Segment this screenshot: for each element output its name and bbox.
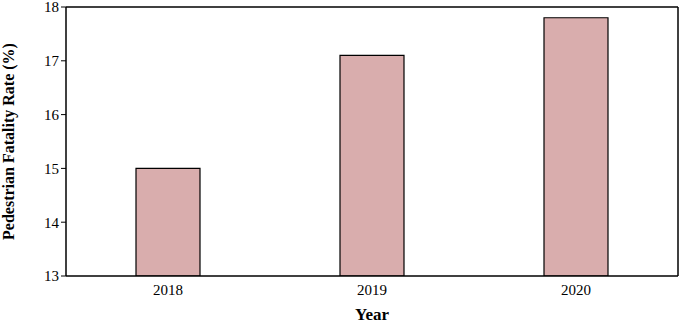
svg-text:Pedestrian Fatality Rate (%): Pedestrian Fatality Rate (%) bbox=[8, 43, 18, 240]
svg-text:Year: Year bbox=[355, 305, 389, 324]
svg-text:2018: 2018 bbox=[153, 282, 183, 298]
svg-text:18: 18 bbox=[44, 0, 59, 15]
svg-text:15: 15 bbox=[44, 161, 59, 177]
svg-text:13: 13 bbox=[44, 268, 59, 284]
svg-text:2019: 2019 bbox=[357, 282, 387, 298]
svg-text:17: 17 bbox=[44, 53, 60, 69]
svg-text:14: 14 bbox=[44, 215, 60, 231]
svg-text:2020: 2020 bbox=[561, 282, 591, 298]
svg-text:16: 16 bbox=[44, 107, 60, 123]
